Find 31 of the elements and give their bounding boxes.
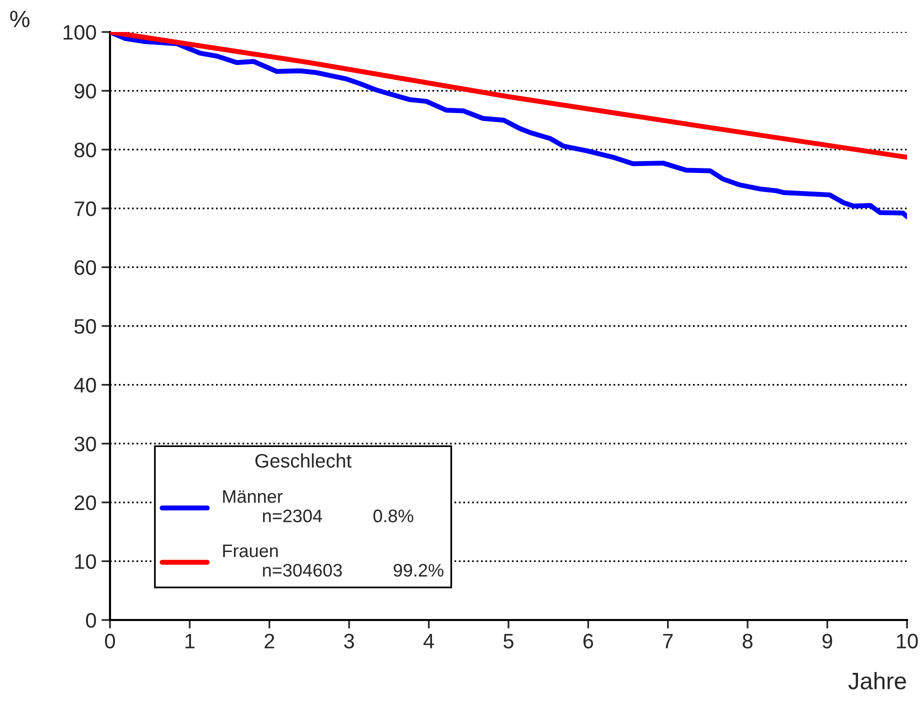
x-tick-label: 0 [105, 634, 115, 648]
legend-label: Frauen [223, 544, 278, 558]
text: n=2304 0.8% [263, 510, 414, 522]
y-tick-label: 100 [64, 25, 96, 40]
y-tick-label: 90 [74, 84, 96, 99]
y-tick-label: 0 [86, 613, 96, 628]
text: n=304603 99.2% [263, 564, 444, 577]
x-tick-label: 9 [822, 634, 832, 648]
x-tick-label: 4 [423, 634, 434, 648]
y-tick-label: 30 [74, 436, 96, 452]
x-tick-label: 10 [897, 634, 918, 648]
y-tick-label: 20 [74, 495, 96, 510]
y-tick-label: 80 [74, 142, 96, 158]
x-tick-label: 7 [663, 634, 673, 648]
x-axis-title: Jahre [848, 672, 906, 690]
y-tick-label: 10 [75, 554, 96, 569]
y-tick-label: 70 [74, 201, 96, 216]
x-tick-label: 8 [742, 634, 752, 648]
y-tick-label: 50 [74, 319, 96, 334]
line-series [110, 32, 907, 220]
x-tick-label: 1 [185, 634, 194, 648]
y-tick-label: 60 [74, 260, 96, 275]
legend-label: Männer [223, 490, 283, 503]
y-axis-title: % [10, 10, 30, 28]
x-tick-label: 3 [344, 634, 354, 648]
x-tick-label: 6 [583, 634, 594, 648]
line-series [110, 32, 907, 160]
y-tick-label: 40 [74, 378, 96, 393]
legend-title: Geschlecht [255, 453, 352, 468]
x-tick-label: 5 [504, 634, 514, 648]
x-tick-label: 2 [264, 634, 274, 648]
